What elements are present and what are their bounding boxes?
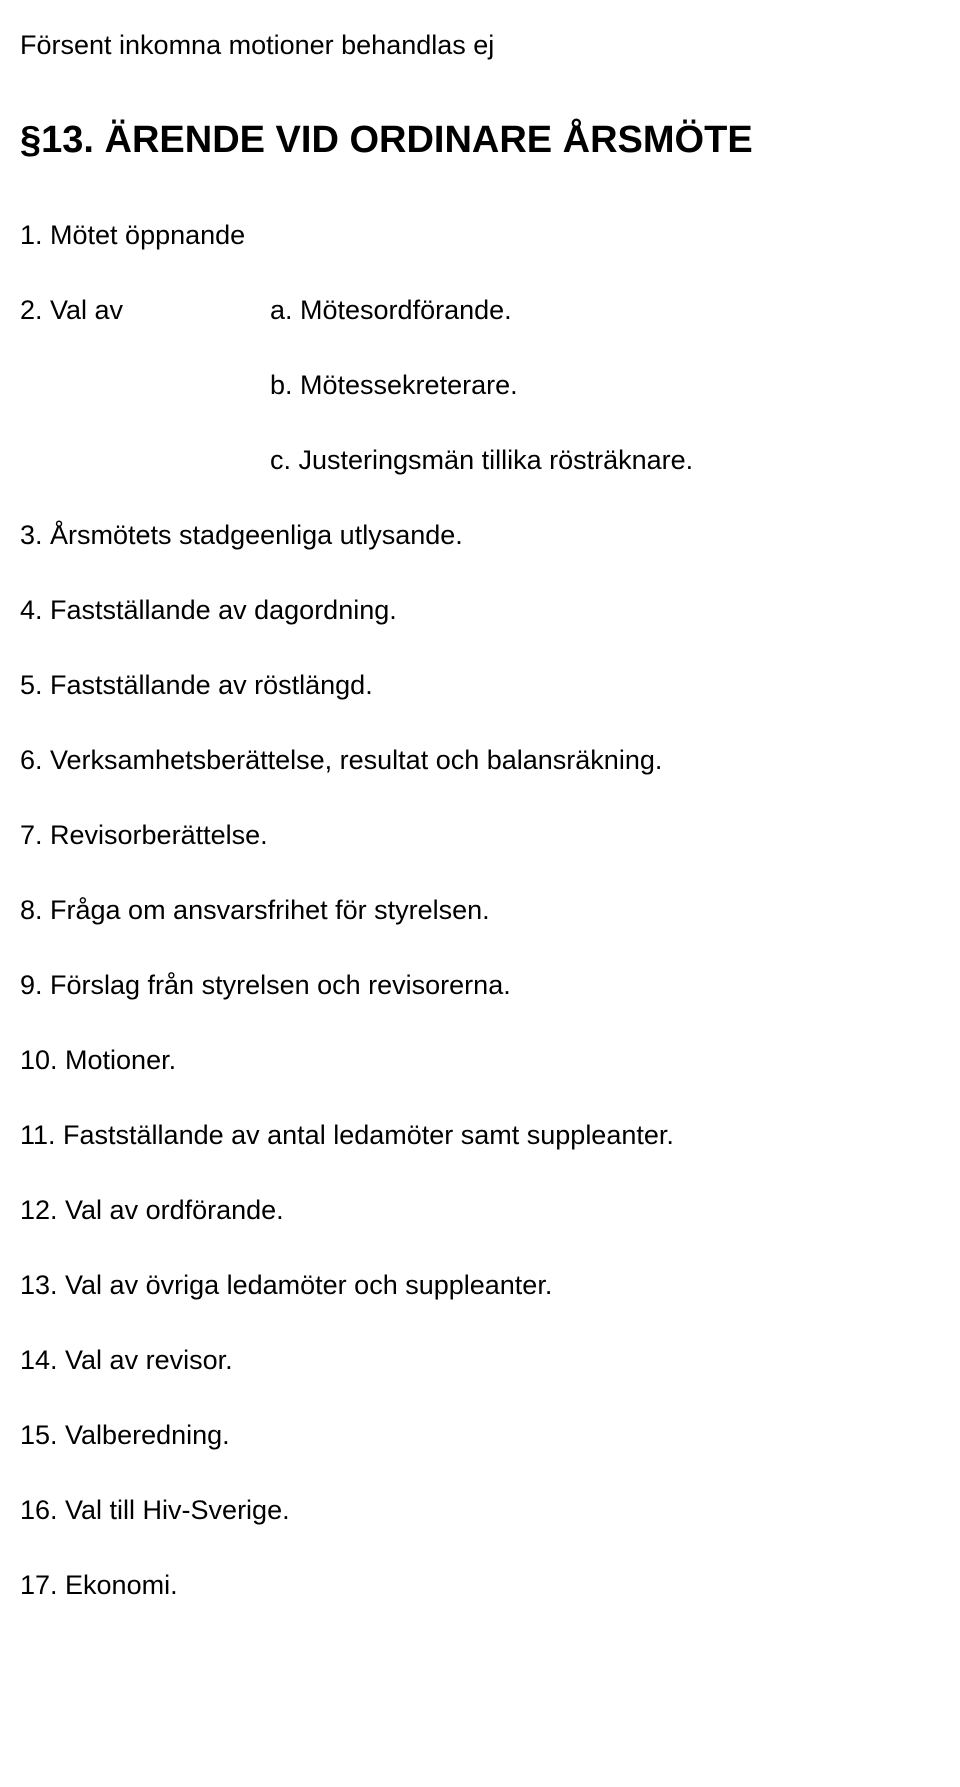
agenda-item-5: 5. Fastställande av röstlängd. [20,670,910,701]
agenda-item-10: 10. Motioner. [20,1045,910,1076]
agenda-item-9: 9. Förslag från styrelsen och revisorern… [20,970,910,1001]
agenda-item-16: 16. Val till Hiv-Sverige. [20,1495,910,1526]
agenda-item-2c: c. Justeringsmän tillika rösträknare. [20,445,910,476]
agenda-item-13: 13. Val av övriga ledamöter och supplean… [20,1270,910,1301]
agenda-item-11: 11. Fastställande av antal ledamöter sam… [20,1120,910,1151]
agenda-item-2a: a. Mötesordförande. [270,295,910,326]
agenda-item-2: 2. Val av a. Mötesordförande. [20,295,910,326]
intro-text: Försent inkomna motioner behandlas ej [20,30,910,61]
agenda-item-12: 12. Val av ordförande. [20,1195,910,1226]
agenda-item-17: 17. Ekonomi. [20,1570,910,1601]
agenda-item-6: 6. Verksamhetsberättelse, resultat och b… [20,745,910,776]
agenda-item-2b: b. Mötessekreterare. [20,370,910,401]
agenda-item-14: 14. Val av revisor. [20,1345,910,1376]
agenda-item-4: 4. Fastställande av dagordning. [20,595,910,626]
agenda-item-2-label: 2. Val av [20,295,270,326]
agenda-item-8: 8. Fråga om ansvarsfrihet för styrelsen. [20,895,910,926]
agenda-item-15: 15. Valberedning. [20,1420,910,1451]
agenda-item-1: 1. Mötet öppnande [20,220,910,251]
agenda-item-7: 7. Revisorberättelse. [20,820,910,851]
section-heading: §13. ÄRENDE VID ORDINARE ÅRSMÖTE [20,119,910,162]
agenda-item-3: 3. Årsmötets stadgeenliga utlysande. [20,520,910,551]
